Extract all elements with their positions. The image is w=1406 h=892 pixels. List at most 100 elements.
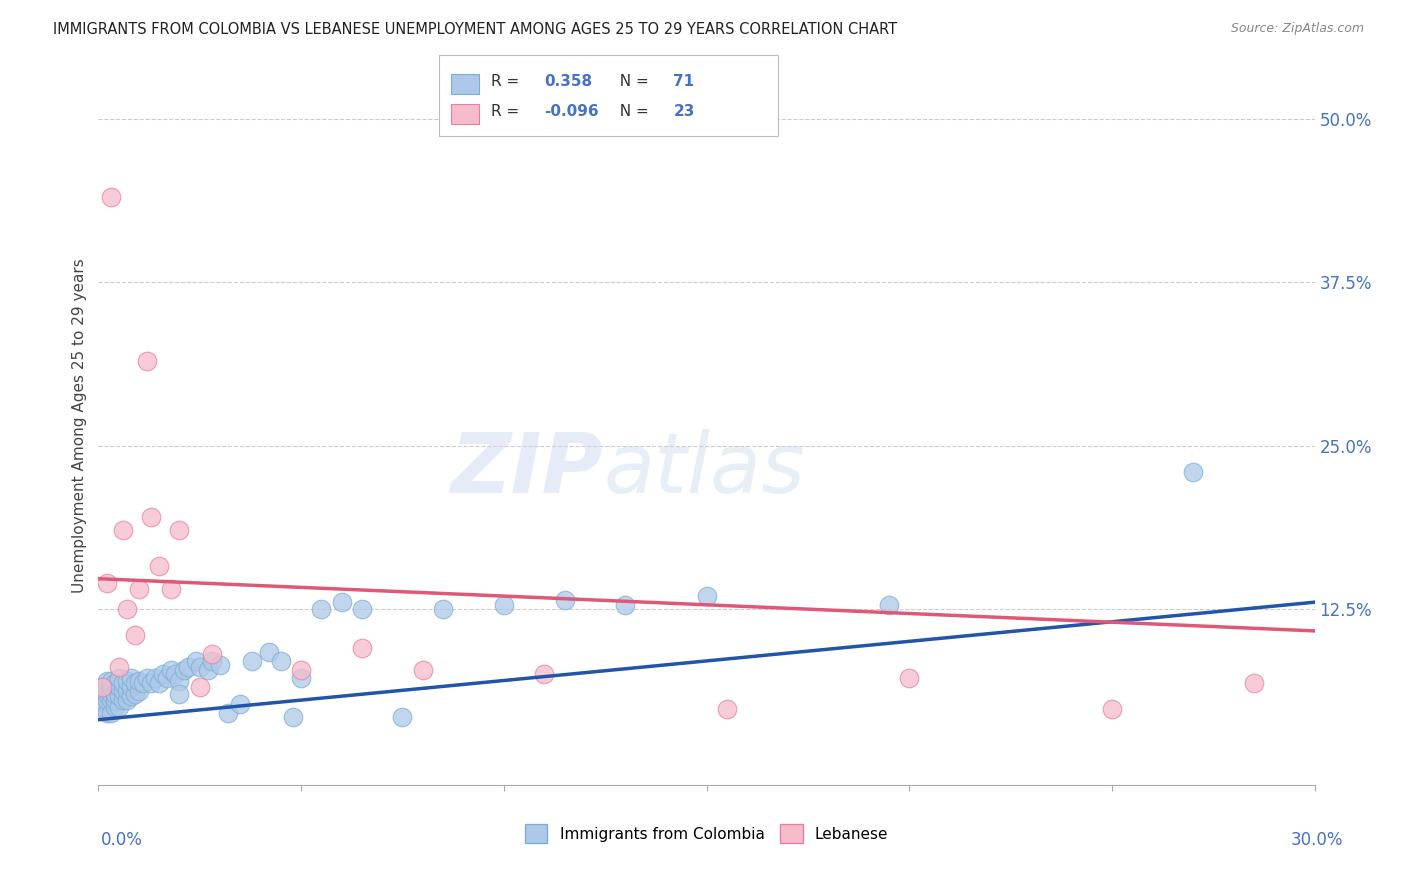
Text: 0.358: 0.358: [544, 74, 592, 89]
Point: [143, 671, 166, 685]
Point: [188, 660, 211, 674]
Point: [716, 702, 738, 716]
Point: [330, 595, 353, 609]
Point: [107, 680, 129, 694]
Point: [115, 601, 138, 615]
Point: [96, 680, 118, 694]
Point: [107, 660, 129, 674]
Text: Source: ZipAtlas.com: Source: ZipAtlas.com: [1230, 22, 1364, 36]
Point: [176, 660, 198, 674]
Point: [197, 663, 219, 677]
Point: [281, 710, 304, 724]
Point: [132, 676, 155, 690]
Point: [311, 601, 333, 615]
Point: [100, 673, 122, 688]
Point: [120, 689, 142, 703]
Point: [173, 663, 195, 677]
Point: [91, 693, 114, 707]
Point: [91, 680, 114, 694]
Point: [139, 676, 162, 690]
Text: 0.0%: 0.0%: [101, 831, 143, 849]
Point: [290, 663, 312, 677]
Point: [111, 676, 134, 690]
Point: [290, 671, 312, 685]
Text: R =: R =: [491, 104, 524, 120]
Point: [614, 598, 637, 612]
Text: 30.0%: 30.0%: [1291, 831, 1343, 849]
Point: [169, 673, 191, 688]
Point: [201, 654, 224, 668]
Point: [412, 663, 434, 677]
Point: [257, 645, 280, 659]
Text: IMMIGRANTS FROM COLOMBIA VS LEBANESE UNEMPLOYMENT AMONG AGES 25 TO 29 YEARS CORR: IMMIGRANTS FROM COLOMBIA VS LEBANESE UNE…: [53, 22, 897, 37]
Point: [100, 693, 122, 707]
Point: [128, 684, 150, 698]
Point: [91, 699, 114, 714]
Legend: Immigrants from Colombia, Lebanese: Immigrants from Colombia, Lebanese: [519, 818, 894, 849]
Point: [270, 654, 292, 668]
Point: [533, 667, 555, 681]
Point: [91, 687, 114, 701]
Point: [104, 687, 127, 701]
Point: [124, 628, 146, 642]
Point: [104, 693, 127, 707]
Point: [107, 699, 129, 714]
Point: [100, 706, 122, 721]
Point: [96, 693, 118, 707]
Point: [120, 671, 142, 685]
Point: [160, 582, 183, 596]
Text: N =: N =: [610, 74, 654, 89]
Text: R =: R =: [491, 74, 524, 89]
Text: ZIP: ZIP: [450, 428, 603, 509]
Point: [124, 687, 146, 701]
Point: [152, 667, 174, 681]
Point: [136, 353, 159, 368]
Point: [148, 558, 170, 573]
Point: [877, 598, 900, 612]
Point: [100, 687, 122, 701]
Point: [169, 687, 191, 701]
Point: [128, 673, 150, 688]
Y-axis label: Unemployment Among Ages 25 to 29 years: Unemployment Among Ages 25 to 29 years: [72, 259, 87, 593]
Point: [115, 693, 138, 707]
Point: [898, 671, 921, 685]
Point: [111, 684, 134, 698]
Point: [156, 671, 179, 685]
Text: 71: 71: [673, 74, 695, 89]
Text: atlas: atlas: [603, 428, 804, 509]
Point: [96, 673, 118, 688]
Point: [350, 601, 373, 615]
Text: 23: 23: [673, 104, 695, 120]
Point: [432, 601, 454, 615]
Point: [136, 671, 159, 685]
Point: [209, 657, 232, 672]
Point: [128, 582, 150, 596]
Point: [96, 687, 118, 701]
Point: [184, 654, 207, 668]
Point: [201, 648, 224, 662]
Point: [1182, 465, 1205, 479]
Point: [160, 663, 183, 677]
Point: [96, 575, 118, 590]
Point: [391, 710, 413, 724]
Point: [492, 598, 515, 612]
Point: [696, 589, 718, 603]
Point: [139, 510, 162, 524]
Point: [111, 524, 134, 538]
Point: [111, 693, 134, 707]
Point: [115, 682, 138, 697]
Point: [96, 706, 118, 721]
Point: [104, 699, 127, 714]
Point: [91, 680, 114, 694]
Point: [124, 676, 146, 690]
Point: [104, 676, 127, 690]
Point: [1243, 676, 1265, 690]
Point: [188, 680, 211, 694]
Point: [217, 706, 239, 721]
Point: [554, 592, 576, 607]
Point: [165, 667, 187, 681]
Point: [242, 654, 264, 668]
Point: [100, 680, 122, 694]
Point: [169, 524, 191, 538]
Point: [100, 190, 122, 204]
